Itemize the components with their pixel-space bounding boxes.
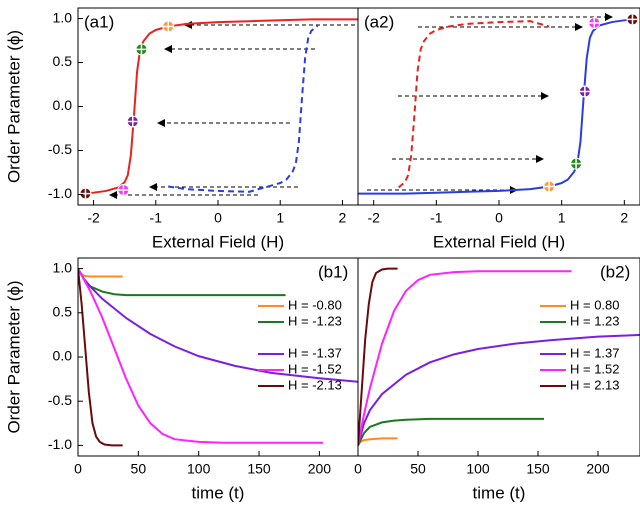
x-tick-label: 200 — [308, 461, 332, 477]
panel-label: (b2) — [600, 262, 630, 281]
curve — [358, 267, 398, 446]
marker-check — [127, 116, 138, 127]
plot-area — [79, 18, 358, 200]
x-tick-label: -1 — [150, 210, 163, 226]
y-tick-label: -0.5 — [48, 392, 72, 408]
y-axis-label: Order Parameter (ϕ) — [4, 280, 23, 433]
x-tick-label: 200 — [586, 461, 610, 477]
y-tick-label: -1.0 — [48, 185, 72, 201]
x-tick-label: 150 — [247, 461, 271, 477]
y-tick-label: 0.0 — [53, 348, 73, 364]
marker-check — [544, 181, 555, 192]
frame — [357, 7, 640, 206]
curve — [78, 268, 358, 383]
x-tick-label: 1 — [558, 210, 566, 226]
plot-area — [358, 13, 639, 195]
frame — [357, 257, 640, 457]
y-tick-label: 1.0 — [53, 259, 73, 275]
x-axis-label: time (t) — [473, 483, 526, 502]
curve — [398, 20, 550, 189]
y-tick-label: -1.0 — [48, 436, 72, 452]
legend-label: H = -2.13 — [288, 377, 342, 392]
x-tick-label: -1 — [430, 210, 443, 226]
curve — [78, 268, 286, 297]
x-tick-label: 100 — [466, 461, 490, 477]
arrows — [109, 13, 613, 199]
legend-label: H = 0.80 — [570, 297, 620, 312]
panel-label: (a1) — [84, 12, 114, 31]
x-tick-label: 100 — [187, 461, 211, 477]
panel-label: (a2) — [364, 12, 394, 31]
x-tick-label: 50 — [410, 461, 426, 477]
x-tick-label: 150 — [526, 461, 550, 477]
y-axis-label: Order Parameter (ϕ) — [4, 30, 23, 183]
legend-label: H = 2.13 — [570, 377, 620, 392]
x-axis-label: time (t) — [192, 483, 245, 502]
x-tick-label: -2 — [367, 210, 380, 226]
curve — [358, 437, 398, 446]
curve — [358, 18, 637, 195]
legend-label: H = 1.37 — [570, 345, 620, 360]
marker-check — [136, 44, 147, 55]
x-tick-label: 0 — [354, 461, 362, 477]
plot-area — [358, 267, 640, 446]
y-tick-label: 1.0 — [53, 9, 73, 25]
x-tick-label: 50 — [131, 461, 147, 477]
marker-check — [579, 86, 590, 97]
legend-label: H = 1.23 — [570, 313, 620, 328]
curve — [358, 333, 640, 446]
curve — [78, 268, 123, 278]
marker-check — [163, 21, 174, 32]
plot-area — [78, 268, 358, 447]
curve — [81, 18, 358, 195]
marker-check — [589, 17, 600, 28]
y-tick-label: 0.0 — [53, 97, 73, 113]
panel-label: (b1) — [318, 262, 348, 281]
curve — [358, 417, 544, 446]
x-tick-label: 0 — [495, 210, 503, 226]
y-tick-label: 0.5 — [53, 304, 73, 320]
marker-check — [118, 185, 129, 196]
x-axis-label: External Field (H) — [433, 232, 565, 251]
y-tick-label: 0.5 — [53, 53, 73, 69]
marker-check — [627, 14, 638, 25]
legend-label: H = -0.80 — [288, 297, 342, 312]
curve — [168, 24, 319, 193]
x-axis-label: External Field (H) — [152, 232, 284, 251]
curve — [78, 268, 323, 444]
x-tick-label: 1 — [276, 210, 284, 226]
x-tick-label: 0 — [214, 210, 222, 226]
x-tick-label: 2 — [339, 210, 347, 226]
marker-check — [80, 188, 91, 199]
frame — [77, 7, 359, 206]
marker-check — [571, 158, 582, 169]
y-tick-label: -0.5 — [48, 141, 72, 157]
legend-label: H = -1.52 — [288, 361, 342, 376]
x-tick-label: -2 — [87, 210, 100, 226]
legend-label: H = -1.23 — [288, 313, 342, 328]
legend-label: H = 1.52 — [570, 361, 620, 376]
curve — [358, 270, 572, 446]
legend-label: H = -1.37 — [288, 345, 342, 360]
x-tick-label: 2 — [620, 210, 628, 226]
x-tick-label: 0 — [74, 461, 82, 477]
curve — [78, 268, 123, 447]
